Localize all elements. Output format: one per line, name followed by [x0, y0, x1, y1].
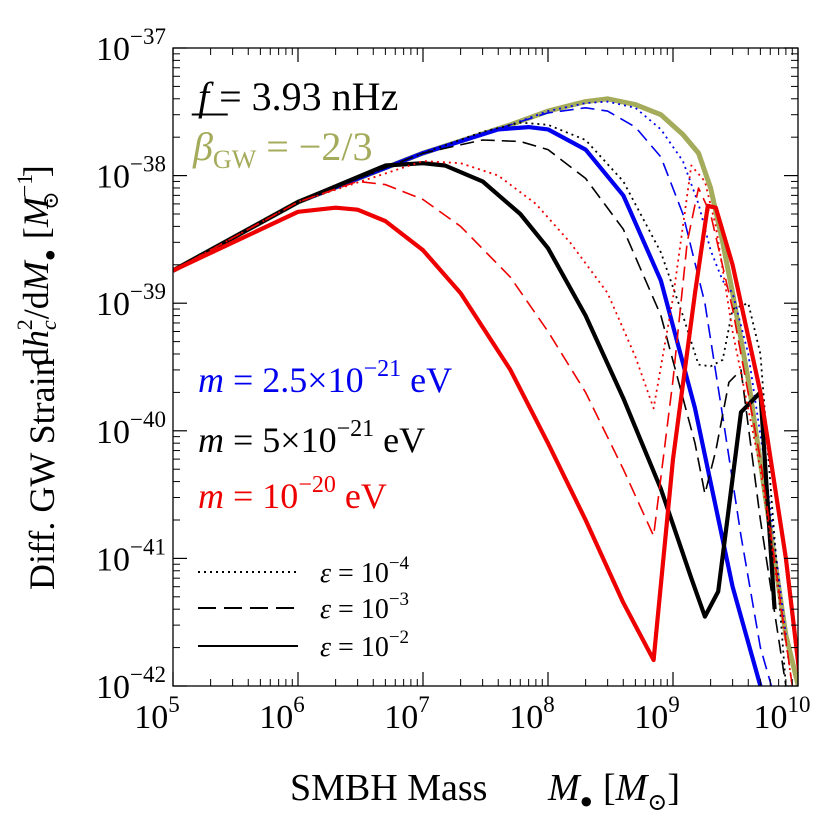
mass-label-red: m = 10−20 eV [198, 472, 387, 516]
y-tick-label: 10−38 [96, 152, 166, 196]
beta-annotation: βGW = −2/3 [192, 124, 372, 174]
svg-text:M●[M⊙]: M● [M⊙] [547, 767, 680, 816]
plot-curves [173, 96, 798, 686]
y-tick-label: 10−42 [96, 662, 166, 706]
x-tick-label: 108 [509, 692, 555, 736]
series-line-5 [173, 139, 787, 686]
mass-label-black: m = 5×10−21 eV [198, 416, 425, 460]
series-line-9 [173, 203, 798, 680]
x-tick-labels: 105 106 107 108 109 1010 [134, 692, 810, 736]
svg-text:ε = 10−4: ε = 10−4 [320, 553, 410, 589]
legend: ε = 10−4 ε = 10−3 ε = 10−2 [198, 553, 410, 663]
series-line-2 [173, 107, 773, 686]
svg-text:SMBH Mass: SMBH Mass [290, 767, 487, 809]
y-tick-label: 10−37 [96, 24, 166, 68]
frequency-annotation: — f = 3.93 nHz [191, 74, 398, 133]
axis-ticks [172, 47, 799, 687]
series-line-0 [173, 96, 798, 686]
x-tick-label: 105 [134, 692, 180, 736]
y-tick-label: 10−41 [96, 534, 166, 578]
y-axis-label-formula: dhc2/dM●[M−1⊙] [12, 165, 63, 366]
series-line-1 [173, 100, 787, 636]
x-tick-label: 109 [634, 692, 680, 736]
svg-text:ε = 10−2: ε = 10−2 [320, 627, 409, 663]
y-tick-label: 10−39 [96, 279, 166, 323]
y-tick-label: 10−40 [96, 407, 166, 451]
y-axis-label: Diff. GW Strain [22, 358, 62, 590]
mass-label-blue: m = 2.5×10−21 eV [198, 356, 452, 400]
x-tick-label: 106 [259, 692, 305, 736]
svg-text:f = 3.93 nHz: f = 3.93 nHz [198, 74, 398, 119]
series-line-4 [173, 121, 787, 686]
x-tick-label: 107 [384, 692, 430, 736]
y-tick-labels: 10−42 10−41 10−40 10−39 10−38 10−37 [96, 24, 166, 706]
svg-text:βGW = −2/3: βGW = −2/3 [192, 124, 372, 174]
x-axis-label: SMBH Mass M● [M⊙] [290, 767, 680, 816]
x-tick-label: 1010 [754, 692, 811, 736]
series-line-8 [173, 180, 794, 686]
svg-text:Diff. GW Strain: Diff. GW Strain [22, 358, 62, 590]
svg-text:ε = 10−3: ε = 10−3 [320, 589, 409, 625]
svg-text:dhc2/dM●[M−1⊙]: dhc2/dM●[M−1⊙] [12, 165, 63, 366]
series-line-6 [173, 161, 777, 619]
mass-labels: m = 2.5×10−21 eV m = 5×10−21 eV m = 10−2… [198, 356, 452, 516]
plot-frame [172, 47, 799, 687]
freq-bar: — [191, 88, 228, 133]
